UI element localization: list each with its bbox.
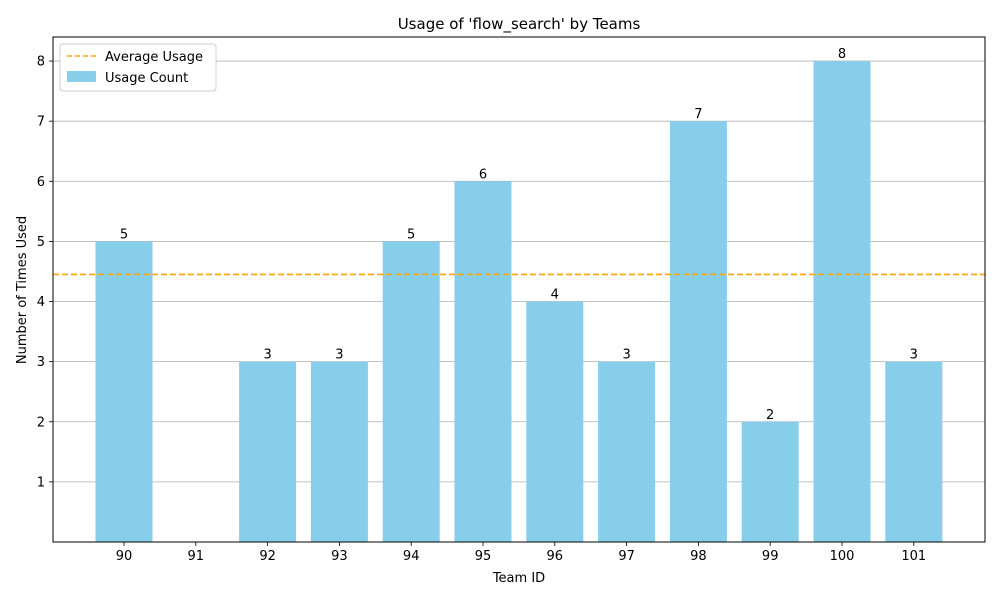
legend-bar-swatch	[67, 71, 96, 82]
x-tick-label: 99	[762, 549, 779, 564]
y-tick-label: 8	[37, 55, 45, 70]
x-tick-label: 94	[403, 549, 420, 564]
x-tick-label: 90	[116, 549, 133, 564]
data-label: 3	[910, 348, 918, 363]
bar	[239, 361, 297, 542]
y-axis-label: Number of Times Used	[15, 216, 30, 364]
legend-average-label: Average Usage	[105, 50, 203, 65]
data-label: 7	[694, 107, 702, 122]
data-label: 5	[120, 227, 128, 242]
y-tick-label: 5	[37, 235, 45, 250]
bar	[741, 421, 799, 542]
legend-box	[59, 43, 217, 92]
x-tick-label: 93	[331, 549, 348, 564]
bar	[526, 301, 584, 542]
x-tick-label: 97	[618, 549, 635, 564]
y-tick-label: 2	[37, 415, 45, 430]
bar	[95, 241, 153, 542]
chart-title: Usage of 'flow_search' by Teams	[398, 15, 641, 34]
data-label: 5	[407, 227, 415, 242]
data-label: 3	[335, 348, 343, 363]
bars	[95, 61, 943, 543]
x-tick-label: 95	[475, 549, 492, 564]
x-tick-label: 96	[547, 549, 564, 564]
y-tick-label: 1	[37, 475, 45, 490]
legend: Average Usage Usage Count	[59, 43, 217, 92]
bar	[885, 361, 943, 542]
x-tick-label: 91	[188, 549, 205, 564]
plot-frame	[52, 36, 986, 543]
bar	[310, 361, 368, 542]
y-axis-ticks: 1 2 3 4 5 6 7 8	[37, 55, 53, 490]
data-label: 4	[551, 288, 559, 303]
x-axis-label: Team ID	[492, 571, 545, 586]
bar	[598, 361, 656, 542]
y-tick-label: 7	[37, 115, 45, 130]
y-tick-label: 3	[37, 355, 45, 370]
y-tick-label: 4	[37, 295, 45, 310]
legend-bar-label: Usage Count	[105, 71, 188, 86]
bar	[669, 121, 727, 543]
bar	[382, 241, 440, 542]
y-tick-label: 6	[37, 175, 45, 190]
x-tick-label: 98	[690, 549, 707, 564]
data-labels: 5 3 3 5 6 4 3 7 2 8 3	[120, 47, 918, 423]
bar	[813, 61, 871, 543]
data-label: 8	[838, 47, 846, 62]
data-label: 6	[479, 167, 487, 182]
x-tick-label: 92	[259, 549, 276, 564]
x-axis-ticks: 90 91 92 93 94 95 96 97 98 99 100 101	[116, 542, 926, 564]
data-label: 3	[622, 348, 630, 363]
x-tick-label: 100	[830, 549, 855, 564]
x-tick-label: 101	[901, 549, 926, 564]
data-label: 2	[766, 408, 774, 423]
data-label: 3	[263, 348, 271, 363]
bar	[454, 181, 512, 543]
